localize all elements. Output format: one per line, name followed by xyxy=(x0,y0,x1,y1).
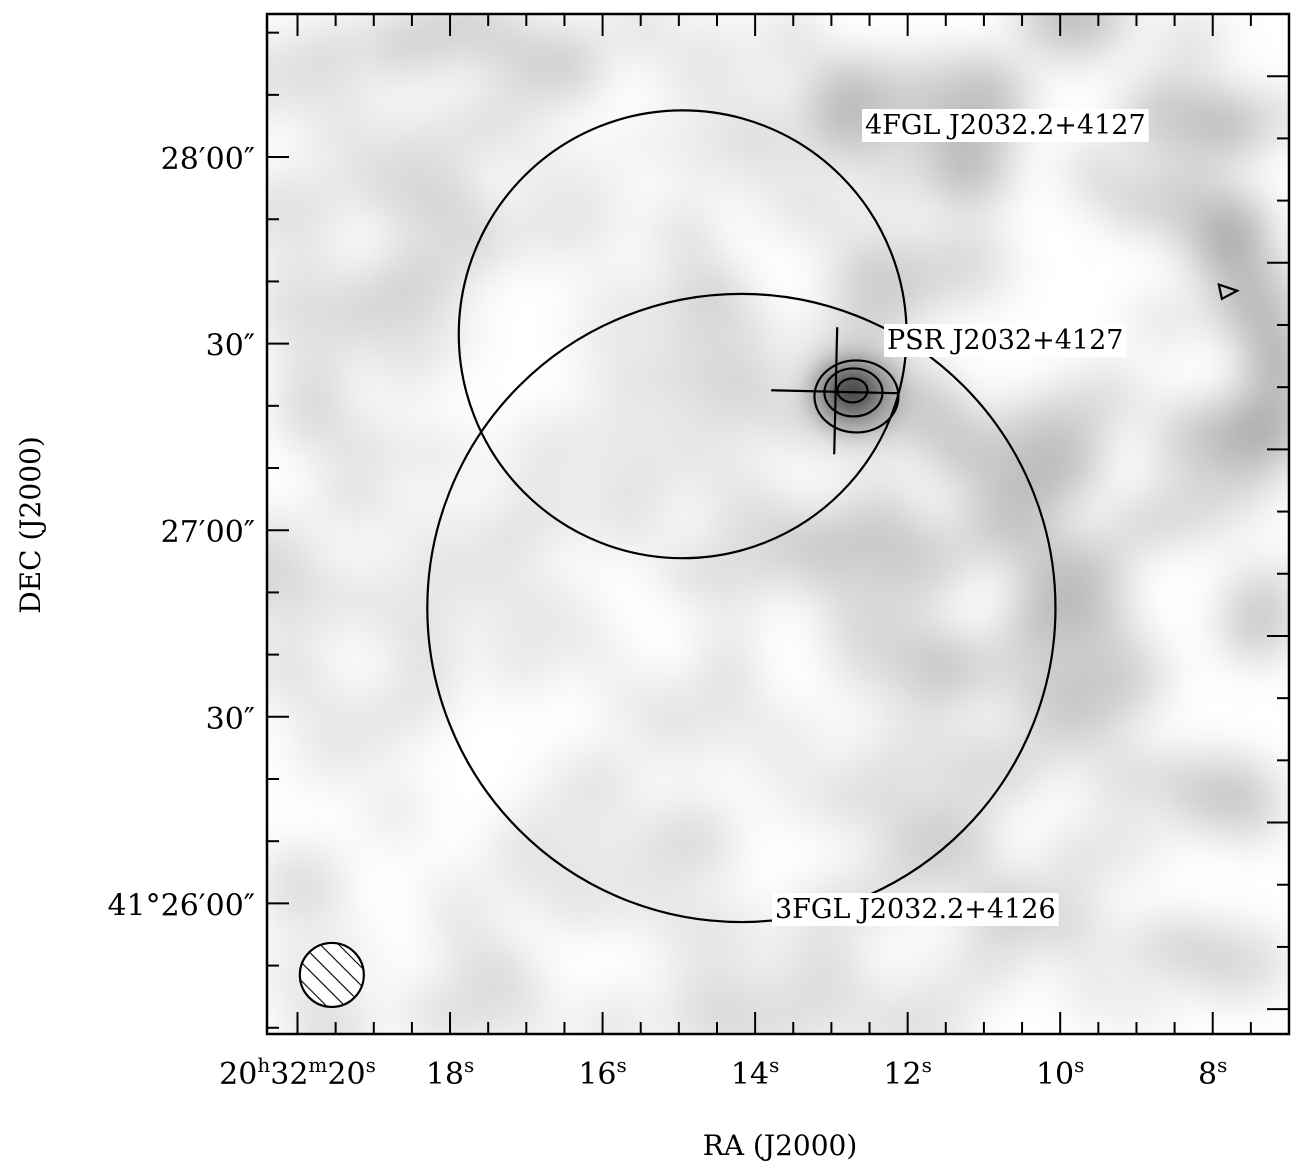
x-tick-label: 16s xyxy=(578,1053,626,1092)
error-circle-3fgl-j2032-2-4126 xyxy=(426,292,1057,924)
label-background xyxy=(862,109,1149,142)
x-tick-label: 20h32m20s xyxy=(219,1053,376,1092)
y-tick-label: 28′00″ xyxy=(161,142,255,177)
x-tick-label: 10s xyxy=(1036,1053,1084,1092)
y-tick-label: 27′00″ xyxy=(161,515,255,550)
grayscale-noise-background xyxy=(267,14,1289,1034)
label-4fgl-j2032-2-4127: 4FGL J2032.2+4127 xyxy=(865,110,1146,141)
y-axis-title: DEC (J2000) xyxy=(14,436,47,614)
emission-contour-3 xyxy=(836,377,869,404)
y-tick-label: 30″ xyxy=(206,702,255,737)
x-tick-label: 8s xyxy=(1198,1053,1227,1092)
noise-contour xyxy=(1217,282,1240,301)
y-tick-label: 30″ xyxy=(206,329,255,364)
beam-ellipse xyxy=(298,941,365,1009)
label-background xyxy=(772,893,1059,926)
x-axis-title: RA (J2000) xyxy=(703,1129,858,1162)
x-tick-label: 18s xyxy=(426,1053,474,1092)
label-background xyxy=(884,324,1127,357)
y-tick-label: 41°26′00″ xyxy=(107,888,255,923)
label-psr-j2032-4127: PSR J2032+4127 xyxy=(887,325,1123,356)
label-3fgl-j2032-2-4126: 3FGL J2032.2+4126 xyxy=(775,894,1056,925)
pulsar-position-cross xyxy=(771,327,900,455)
x-tick-label: 12s xyxy=(883,1053,931,1092)
x-tick-label: 14s xyxy=(731,1053,779,1092)
plot-frame xyxy=(265,12,1291,1036)
